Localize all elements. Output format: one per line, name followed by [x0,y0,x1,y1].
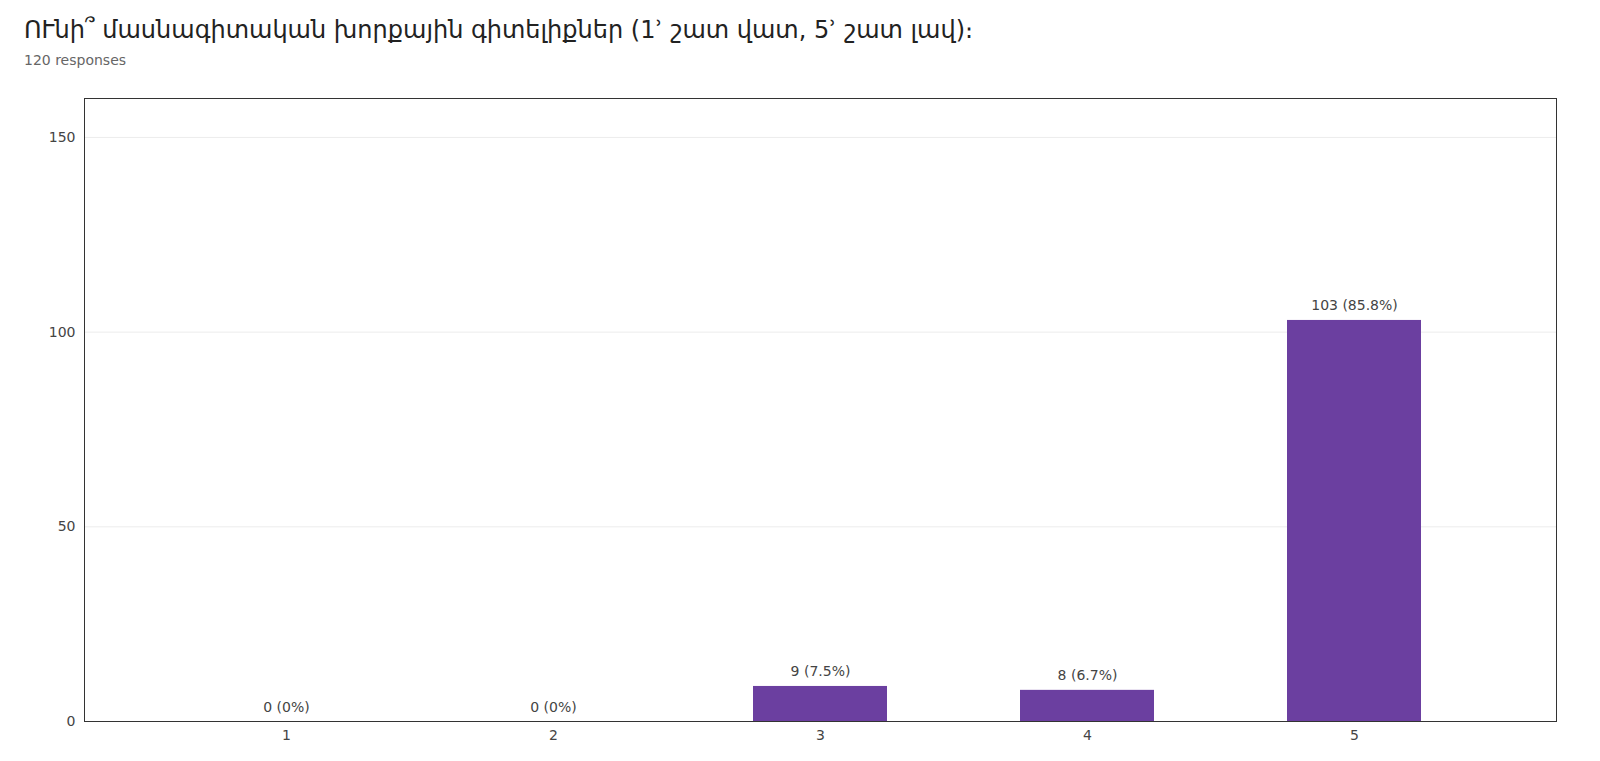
svg-text:50: 50 [58,518,76,534]
svg-text:5: 5 [1350,727,1359,743]
svg-text:100: 100 [49,324,76,340]
svg-text:8 (6.7%): 8 (6.7%) [1058,667,1118,683]
svg-text:103 (85.8%): 103 (85.8%) [1311,297,1398,313]
svg-text:1: 1 [282,727,291,743]
svg-text:0 (0%): 0 (0%) [530,699,577,715]
svg-text:0 (0%): 0 (0%) [263,699,310,715]
html-text:ՈՒնի՞ մասնագիտական խորքային գի: ՈՒնի՞ մասնագիտական խորքային գիտելիքներ (… [24,16,974,44]
svg-text:4: 4 [1083,727,1092,743]
svg-text:2: 2 [549,727,558,743]
html-text:120 responses: 120 responses [24,52,127,68]
svg-text:3: 3 [816,727,825,743]
svg-text:150: 150 [49,129,76,145]
svg-text:9 (7.5%): 9 (7.5%) [791,663,851,679]
svg-text:0: 0 [67,713,76,729]
